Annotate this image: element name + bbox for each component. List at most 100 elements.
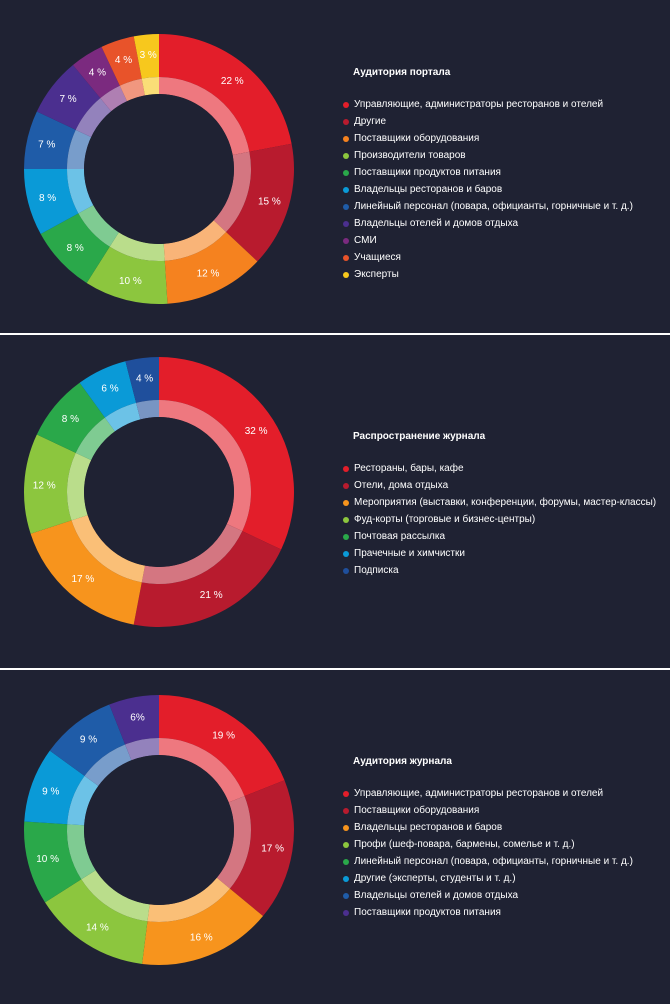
pie-slice xyxy=(24,750,85,825)
pie-slice xyxy=(24,821,82,903)
data-label: 6 % xyxy=(101,383,118,394)
pie-slice-inner-ring xyxy=(141,523,243,584)
legend-list: Рестораны, бары, кафе Отели, дома отдыха М… xyxy=(343,460,656,579)
legend-swatch xyxy=(343,135,349,142)
pie-slice-inner-ring xyxy=(163,220,227,261)
legend-item: Владельцы ресторанов и баров xyxy=(343,819,633,836)
pie-slice-inner-ring xyxy=(100,85,128,112)
pie-slice-inner-ring xyxy=(136,400,159,420)
pie-slice xyxy=(226,143,295,262)
pie-slice xyxy=(45,879,148,964)
legend-list: Управляющие, администраторы ресторанов и… xyxy=(343,96,633,283)
legend-item: Эксперты xyxy=(343,266,633,283)
data-label: 7 % xyxy=(59,94,76,105)
legend-item: Владельцы ресторанов и баров xyxy=(343,181,633,198)
legend-label: Подписка xyxy=(354,565,399,576)
legend-swatch xyxy=(343,465,349,472)
data-label: 22 % xyxy=(221,76,244,87)
legend-swatch xyxy=(343,254,349,261)
legend-item: Другие (эксперты, студенты и т. д.) xyxy=(343,870,633,887)
legend-label: Профи (шеф-повара, бармены, сомелье и т.… xyxy=(354,839,575,850)
pie-slice-inner-tint xyxy=(159,400,251,532)
pie-slice-inner-ring xyxy=(119,78,145,102)
data-label: 12 % xyxy=(33,480,56,491)
data-label: 9 % xyxy=(42,787,59,798)
legend-label: Линейный персонал (повара, официанты, го… xyxy=(354,856,633,867)
legend-item: Поставщики оборудования xyxy=(343,802,633,819)
pie-slice-inner-ring xyxy=(75,98,112,138)
legend-label: СМИ xyxy=(354,235,377,246)
data-label: 15 % xyxy=(258,197,281,208)
legend-item: Владельцы отелей и домов отдыха xyxy=(343,215,633,232)
pie-slice xyxy=(72,46,120,99)
legend-label: Другие (эксперты, студенты и т. д.) xyxy=(354,873,516,884)
legend-item: Управляющие, администраторы ресторанов и… xyxy=(343,785,633,802)
legend-item: Линейный персонал (повара, официанты, го… xyxy=(343,853,633,870)
data-label: 4 % xyxy=(136,373,153,384)
legend-item: Профи (шеф-повара, бармены, сомелье и т.… xyxy=(343,836,633,853)
legend-item: Поставщики продуктов питания xyxy=(343,904,633,921)
pie-slice xyxy=(101,36,142,86)
chart-panel-distribution: 32 % 21 % 17 % 12 % 8 % 6 % 4 % Распространени… xyxy=(0,335,670,668)
pie-slice-inner-ring xyxy=(67,129,92,169)
pie-slice-inner-tint xyxy=(109,232,165,262)
pie-slice-inner-tint xyxy=(81,870,150,922)
pie-slice-inner-tint xyxy=(216,796,252,889)
legend-label: Владельцы ресторанов и баров xyxy=(354,184,503,195)
legend-label: Рестораны, бары, кафе xyxy=(354,463,464,474)
pie-slice-inner-ring xyxy=(104,402,141,432)
legend-swatch xyxy=(343,875,349,882)
pie-slice-inner-tint xyxy=(100,85,128,112)
legend-swatch xyxy=(343,186,349,193)
legend-item: Учащиеся xyxy=(343,249,633,266)
pie-slice-inner-tint xyxy=(71,515,145,583)
pie-slice-inner-ring xyxy=(75,417,115,461)
pie-slice xyxy=(159,34,292,152)
pie-slice-inner-tint xyxy=(141,523,243,584)
legend-item: Поставщики продуктов питания xyxy=(343,164,633,181)
data-label: 7 % xyxy=(38,139,55,150)
data-label: 8 % xyxy=(67,243,84,254)
pie-slice-inner-tint xyxy=(136,400,159,420)
legend-swatch xyxy=(343,237,349,244)
legend-label: Поставщики продуктов питания xyxy=(354,167,501,178)
data-label: 4 % xyxy=(89,67,106,78)
legend-swatch xyxy=(343,220,349,227)
pie-slice-inner-ring xyxy=(109,232,165,262)
legend-item: Производители товаров xyxy=(343,147,633,164)
legend-swatch xyxy=(343,516,349,523)
pie-slice-inner-tint xyxy=(78,205,119,247)
legend-label: Владельцы отелей и домов отдыха xyxy=(354,890,519,901)
legend-swatch xyxy=(343,807,349,814)
pie-slice xyxy=(49,704,126,776)
legend-label: Поставщики оборудования xyxy=(354,805,480,816)
chart-title: Аудитория журнала xyxy=(353,756,452,767)
pie-slice-inner-ring xyxy=(66,824,96,880)
pie-slice xyxy=(164,231,258,304)
legend-distribution: Распространение журнала Рестораны, бары,… xyxy=(343,431,656,579)
pie-slice-inner-ring xyxy=(67,775,99,826)
pie-slice xyxy=(79,361,137,418)
legend-item: СМИ xyxy=(343,232,633,249)
legend-label: Управляющие, администраторы ресторанов и… xyxy=(354,99,604,110)
donut-center xyxy=(84,417,234,567)
pie-slice xyxy=(159,695,285,797)
legend-label: Производители товаров xyxy=(354,150,466,161)
data-label: 17 % xyxy=(72,574,95,585)
legend-item: Линейный персонал (повара, официанты, го… xyxy=(343,198,633,215)
pie-slice-inner-tint xyxy=(213,151,252,232)
legend-item: Прачечные и химчистки xyxy=(343,545,656,562)
legend-label: Линейный персонал (повара, официанты, го… xyxy=(354,201,633,212)
legend-item: Мероприятия (выставки, конференции, фору… xyxy=(343,494,656,511)
legend-swatch xyxy=(343,203,349,210)
chart-panel-audience-magazine: 19 % 17 % 16 % 14 % 10 % 9 % 9 % 6% Аудитория ж… xyxy=(0,670,670,1004)
data-label: 3 % xyxy=(140,50,157,61)
pie-slice-inner-tint xyxy=(67,129,92,169)
pie-slice xyxy=(36,64,101,130)
legend-swatch xyxy=(343,892,349,899)
pie-slice-inner-ring xyxy=(159,738,245,803)
legend-swatch xyxy=(343,858,349,865)
legend-label: Отели, дома отдыха xyxy=(354,480,449,491)
pie-slice-inner-tint xyxy=(66,824,96,880)
data-label: 4 % xyxy=(115,55,132,66)
